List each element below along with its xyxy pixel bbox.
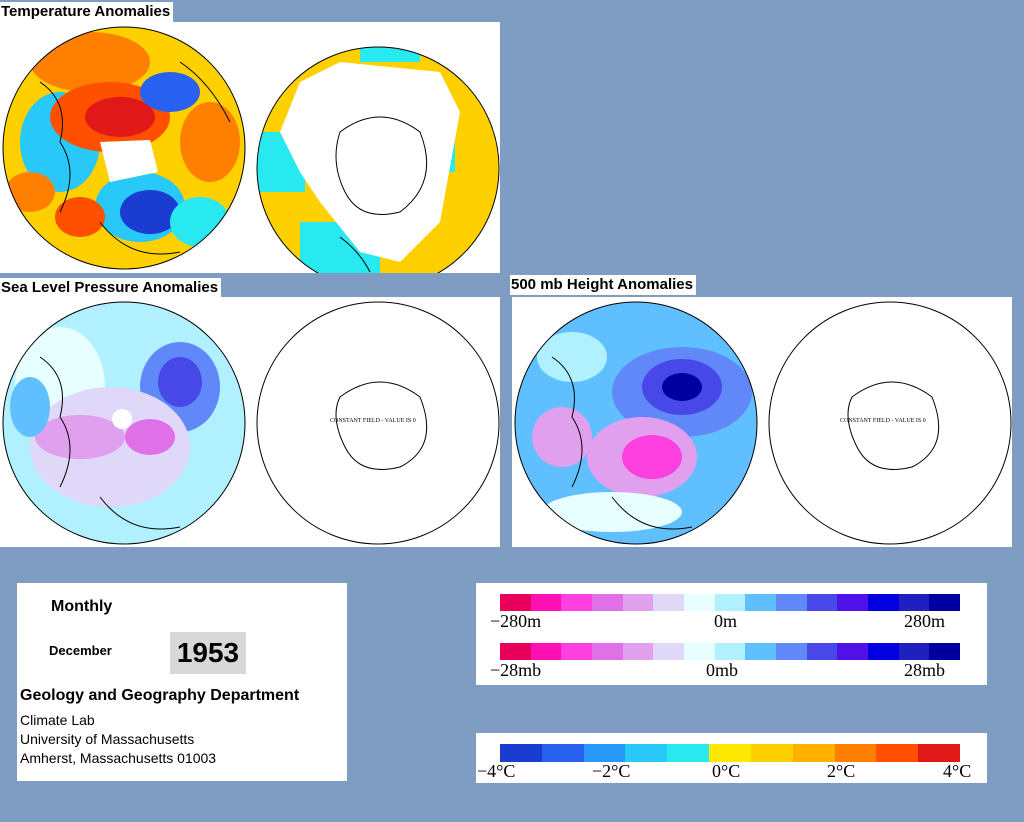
- height-colorbar-swatch: [561, 594, 593, 611]
- temperature-colorbar-swatch: [709, 744, 751, 762]
- pressure-colorbar-swatch: [561, 643, 593, 660]
- height-colorbar-swatch: [684, 594, 715, 611]
- pressure-colorbar-swatch: [868, 643, 899, 660]
- slp-constant-field-note: CONSTANT FIELD - VALUE IS 0: [330, 418, 416, 424]
- height-legend-mid: 0m: [714, 611, 738, 631]
- h500-maps: [514, 301, 1012, 545]
- period-label: Monthly: [51, 598, 113, 615]
- h500-constant-field-note: CONSTANT FIELD - VALUE IS 0: [840, 418, 926, 424]
- temperature-colorbar-swatch: [834, 744, 877, 762]
- height-colorbar-swatch: [500, 594, 531, 611]
- temperature-colorbar-swatch: [792, 744, 835, 762]
- info-box: Monthly December 1953 Geology and Geogra…: [17, 583, 347, 781]
- pressure-legend-min: −28mb: [490, 660, 542, 680]
- pressure-colorbar-swatch: [592, 643, 623, 660]
- slp-map-panel: CONSTANT FIELD - VALUE IS 0: [0, 297, 500, 547]
- temp-legend-minus2: −2°C: [592, 761, 631, 781]
- pressure-colorbar-swatch: [745, 643, 777, 660]
- pressure-colorbar-swatch: [500, 643, 531, 660]
- height-colorbar-swatch: [837, 594, 869, 611]
- height-colorbar-swatch: [530, 594, 562, 611]
- year-label: 1953: [170, 632, 246, 674]
- department-label: Geology and Geography Department: [20, 687, 300, 704]
- height-colorbar-swatch: [622, 594, 654, 611]
- pressure-colorbar-swatch: [898, 643, 930, 660]
- temperature-colorbar-swatch: [876, 744, 919, 762]
- temp-legend-zero: 0°C: [712, 761, 741, 781]
- temperature-maps: [2, 26, 500, 273]
- temperature-colorbar-swatch: [541, 744, 584, 762]
- temperature-colorbar-swatch: [750, 744, 793, 762]
- height-colorbar-swatch: [714, 594, 746, 611]
- temperature-legend-box: −4°C −2°C 0°C 2°C 4°C: [476, 733, 987, 783]
- slp-northern-hemisphere: [3, 302, 245, 544]
- temperature-northern-hemisphere: [3, 27, 245, 269]
- temperature-colorbar-swatch: [625, 744, 668, 762]
- temperature-panel-title: Temperature Anomalies: [0, 2, 174, 22]
- month-label: December: [49, 643, 112, 658]
- slp-panel-title: Sea Level Pressure Anomalies: [0, 278, 222, 298]
- pressure-colorbar-swatch: [684, 643, 715, 660]
- height-legend-max: 280m: [904, 611, 946, 631]
- temperature-map-panel: [0, 22, 500, 273]
- university-label: University of Massachusetts: [20, 731, 195, 747]
- height-colorbar-swatch: [745, 594, 777, 611]
- pressure-legend-mid: 0mb: [706, 660, 739, 680]
- height-colorbar-swatch: [898, 594, 930, 611]
- temperature-southern-hemisphere: [257, 47, 499, 273]
- pressure-colorbar-swatch: [714, 643, 746, 660]
- temperature-colorbar-swatch: [918, 744, 960, 762]
- height-colorbar-swatch: [592, 594, 623, 611]
- lab-label: Climate Lab: [20, 712, 95, 728]
- h500-map-panel: CONSTANT FIELD - VALUE IS 0: [512, 297, 1012, 547]
- address-label: Amherst, Massachusetts 01003: [20, 750, 217, 766]
- height-colorbar-swatch: [776, 594, 807, 611]
- temperature-colorbar-swatch: [667, 744, 710, 762]
- pressure-colorbar-swatch: [622, 643, 654, 660]
- height-colorbar-swatch: [806, 594, 838, 611]
- h500-northern-hemisphere: [515, 302, 757, 544]
- pressure-colorbar-swatch: [837, 643, 869, 660]
- temp-legend-plus4: 4°C: [943, 761, 972, 781]
- temp-legend-plus2: 2°C: [827, 761, 856, 781]
- height-colorbar-swatch: [868, 594, 899, 611]
- pressure-colorbar-swatch: [806, 643, 838, 660]
- pressure-colorbar: [500, 643, 961, 660]
- pressure-legend-max: 28mb: [904, 660, 946, 680]
- height-colorbar-swatch: [929, 594, 961, 611]
- temperature-colorbar-swatch: [583, 744, 626, 762]
- h500-panel-title: 500 mb Height Anomalies: [510, 275, 696, 295]
- pressure-colorbar-swatch: [929, 643, 961, 660]
- temperature-colorbar-swatch: [500, 744, 542, 762]
- height-colorbar-swatch: [653, 594, 685, 611]
- pressure-colorbar-swatch: [776, 643, 807, 660]
- pressure-colorbar-swatch: [530, 643, 562, 660]
- height-colorbar: [500, 594, 961, 611]
- anomaly-legend-box: −280m 0m 280m −28mb 0mb 28mb: [476, 583, 987, 685]
- slp-maps: [2, 301, 500, 545]
- temperature-colorbar: [500, 744, 960, 762]
- temp-legend-minus4: −4°C: [477, 761, 516, 781]
- height-legend-min: −280m: [490, 611, 542, 631]
- pressure-colorbar-swatch: [653, 643, 685, 660]
